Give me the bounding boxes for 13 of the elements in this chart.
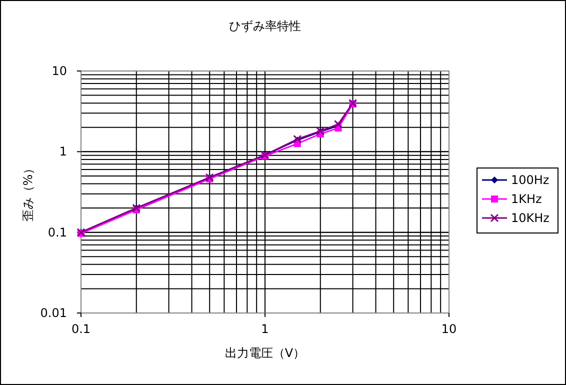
x-tick-label: 1 [261, 322, 269, 336]
legend-label: 100Hz [511, 173, 550, 187]
y-tick-label: 10 [52, 64, 67, 78]
chart-title: ひずみ率特性 [229, 19, 301, 33]
y-tick-label: 1 [59, 144, 67, 159]
legend-label: 10KHz [511, 211, 550, 225]
legend-label: 1KHz [511, 192, 542, 206]
x-tick-label: 10 [441, 322, 457, 336]
y-tick-label: 0.1 [48, 225, 67, 240]
y-tick-label: 0.01 [40, 306, 67, 320]
y-axis-title: 歪み（%） [21, 162, 35, 222]
x-tick-label: 0.1 [71, 322, 91, 336]
x-axis-title: 出力電圧（V） [224, 346, 306, 360]
